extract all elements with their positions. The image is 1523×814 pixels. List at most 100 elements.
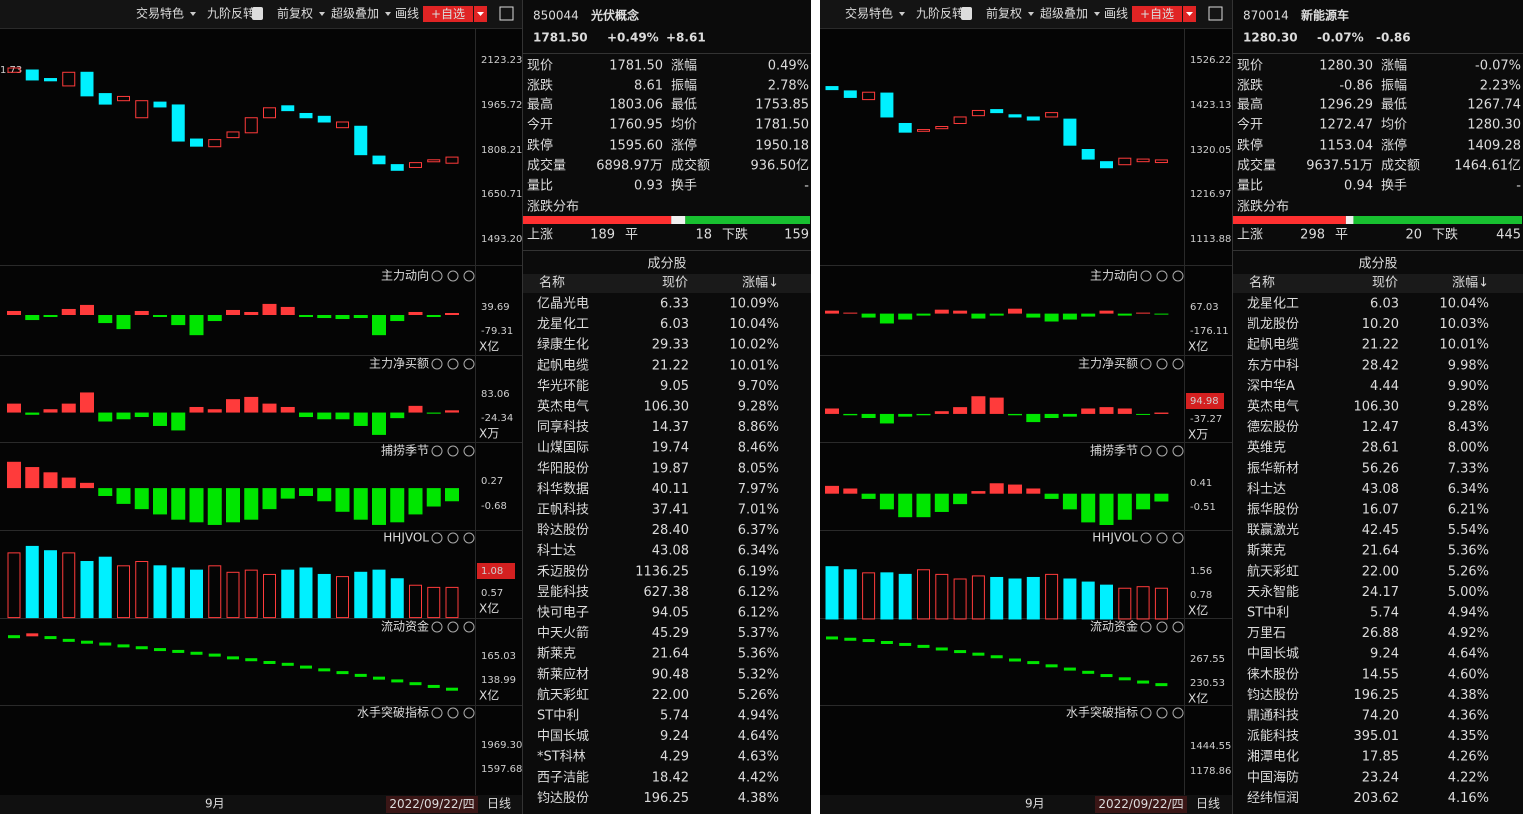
stock-name[interactable]: 同享科技 <box>537 419 589 435</box>
stock-name[interactable]: 斯莱克 <box>1247 544 1286 559</box>
stock-name[interactable]: 昱能科技 <box>537 585 589 600</box>
stock-name[interactable]: 中国长城 <box>537 729 589 744</box>
stock-name[interactable]: 东方中科 <box>1247 357 1299 373</box>
stock-name[interactable]: 英杰电气 <box>537 399 589 415</box>
stock-name[interactable]: 华阳股份 <box>537 461 589 476</box>
pane-icon[interactable] <box>1140 621 1152 633</box>
pane-icon[interactable] <box>1172 270 1184 282</box>
pane-icon[interactable] <box>431 532 443 544</box>
pane-icon[interactable] <box>1156 270 1168 282</box>
column-header[interactable]: 现价 <box>1372 276 1398 291</box>
stock-name[interactable]: 起帆电缆 <box>1247 337 1299 353</box>
pane-icon[interactable] <box>1172 445 1184 457</box>
stock-name[interactable]: 钧达股份 <box>537 791 589 806</box>
column-header[interactable]: 涨幅↓ <box>1452 276 1489 291</box>
footer-period[interactable]: 日线 <box>1196 797 1220 811</box>
pane-icon[interactable] <box>463 621 475 633</box>
stock-name[interactable]: 派能科技 <box>1247 729 1299 744</box>
toolbar-item[interactable]: 超级叠加 <box>1040 6 1088 21</box>
stock-name[interactable]: 英维克 <box>1247 441 1286 456</box>
stock-name[interactable]: 天永智能 <box>1247 585 1299 600</box>
stock-name[interactable]: 科士达 <box>537 544 576 559</box>
stock-name[interactable]: 经纬恒润 <box>1247 791 1299 806</box>
pane-icon[interactable] <box>447 707 459 719</box>
pane-icon[interactable] <box>1156 358 1168 370</box>
stock-name[interactable]: 深中华A <box>1247 379 1295 394</box>
pane-icon[interactable] <box>1172 621 1184 633</box>
toolbar-item[interactable]: 超级叠加 <box>331 6 379 21</box>
pane-icon[interactable] <box>431 445 443 457</box>
column-header[interactable]: 名称 <box>1249 275 1275 291</box>
pane-icon[interactable] <box>463 707 475 719</box>
toolbar-item[interactable]: 画线 <box>1104 7 1128 21</box>
toolbar-item[interactable]: 前复权 <box>986 6 1022 21</box>
stock-name[interactable]: 正帆科技 <box>537 503 589 518</box>
stock-name[interactable]: 绿康生化 <box>537 337 589 353</box>
stock-name[interactable]: 科华数据 <box>537 482 589 497</box>
stock-name[interactable]: 中天火箭 <box>537 625 589 641</box>
pane-icon[interactable] <box>431 707 443 719</box>
stock-name[interactable]: 钧达股份 <box>1247 688 1299 703</box>
stock-name[interactable]: 鼎通科技 <box>1247 709 1299 724</box>
stock-name[interactable]: 快可电子 <box>537 606 589 621</box>
stock-name[interactable]: 西子洁能 <box>537 770 589 785</box>
stock-name[interactable]: 凯龙股份 <box>1247 317 1299 332</box>
toolbar-item[interactable]: 前复权 <box>277 6 313 21</box>
stock-name[interactable]: 振华新材 <box>1247 460 1299 476</box>
stock-name[interactable]: 振华股份 <box>1247 503 1299 518</box>
toolbar-item[interactable]: 交易特色 <box>136 6 184 21</box>
stock-name[interactable]: 新莱应材 <box>537 666 589 682</box>
stock-name[interactable]: 龙星化工 <box>1247 297 1299 312</box>
pane-icon[interactable] <box>1140 532 1152 544</box>
pane-icon[interactable] <box>463 358 475 370</box>
pane-icon[interactable] <box>1172 358 1184 370</box>
stock-name[interactable]: 华光环能 <box>537 379 589 394</box>
stock-name[interactable]: 禾迈股份 <box>537 564 589 579</box>
pane-icon[interactable] <box>1140 445 1152 457</box>
pane-icon[interactable] <box>447 445 459 457</box>
stock-name[interactable]: 英杰电气 <box>1247 399 1299 415</box>
pane-icon[interactable] <box>447 270 459 282</box>
pane-icon[interactable] <box>463 270 475 282</box>
stock-name[interactable]: 斯莱克 <box>537 647 576 662</box>
stock-name[interactable]: 徕木股份 <box>1247 667 1299 682</box>
pane-icon[interactable] <box>447 358 459 370</box>
pane-icon[interactable] <box>431 621 443 633</box>
pane-icon[interactable] <box>463 445 475 457</box>
pane-icon[interactable] <box>1140 707 1152 719</box>
footer-period[interactable]: 日线 <box>487 797 511 811</box>
stock-name[interactable]: 德宏股份 <box>1247 420 1299 435</box>
toolbar-item[interactable]: 九阶反转 <box>916 6 964 21</box>
watch-button-label[interactable]: +自选 <box>431 7 465 21</box>
stock-name[interactable]: 龙星化工 <box>537 317 589 332</box>
stock-name[interactable]: 山煤国际 <box>537 441 589 456</box>
stock-name[interactable]: 中国海防 <box>1247 769 1299 785</box>
stock-name[interactable]: ST中利 <box>1247 606 1289 621</box>
stock-name[interactable]: 联赢激光 <box>1247 522 1299 538</box>
column-header[interactable]: 现价 <box>662 276 688 291</box>
stock-name[interactable]: ST中利 <box>537 709 579 724</box>
stock-name[interactable]: 中国长城 <box>1247 647 1299 662</box>
watch-button[interactable] <box>423 6 473 22</box>
pane-icon[interactable] <box>447 532 459 544</box>
stock-name[interactable]: *ST科林 <box>537 750 586 765</box>
pane-icon[interactable] <box>1172 707 1184 719</box>
pane-icon[interactable] <box>463 532 475 544</box>
stock-name[interactable]: 航天彩虹 <box>1247 563 1299 579</box>
stock-name[interactable]: 湘潭电化 <box>1247 750 1299 765</box>
toolbar-item[interactable]: 画线 <box>395 7 419 21</box>
toolbar-item[interactable]: 交易特色 <box>845 6 893 21</box>
stock-name[interactable]: 聆达股份 <box>537 523 589 538</box>
watch-button[interactable] <box>1132 6 1182 22</box>
toolbar-item[interactable]: 九阶反转 <box>207 6 255 21</box>
pane-icon[interactable] <box>1140 270 1152 282</box>
column-header[interactable]: 名称 <box>539 275 565 291</box>
pane-icon[interactable] <box>1156 445 1168 457</box>
stock-name[interactable]: 科士达 <box>1247 482 1286 497</box>
pane-icon[interactable] <box>431 358 443 370</box>
pane-icon[interactable] <box>1172 532 1184 544</box>
column-header[interactable]: 涨幅↓ <box>742 276 779 291</box>
pane-icon[interactable] <box>1156 707 1168 719</box>
stock-name[interactable]: 亿晶光电 <box>537 297 589 312</box>
pane-icon[interactable] <box>431 270 443 282</box>
